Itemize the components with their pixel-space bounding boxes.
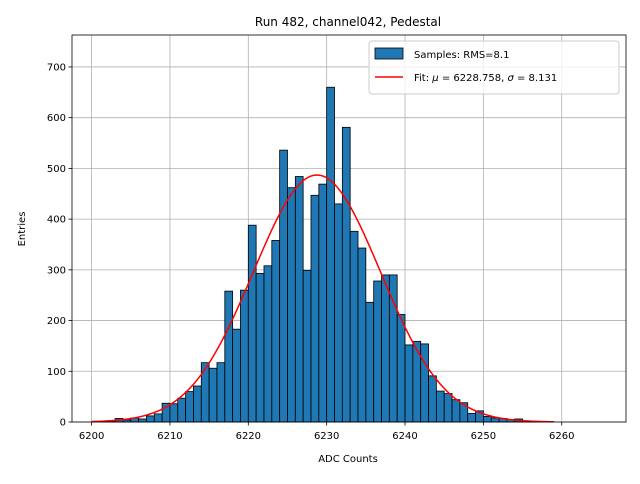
histogram-bar [310,194,320,423]
histogram-bar [287,187,296,423]
x-axis-label: ADC Counts [318,454,378,465]
histogram-bar [138,418,147,423]
histogram-bar [146,415,155,423]
histogram-bar [232,328,241,423]
histogram-bar [302,269,312,423]
x-tick-label: 6210 [157,431,182,442]
histogram-bar [263,265,273,423]
x-tick-label: 6230 [314,431,339,442]
histogram-bar [177,397,187,423]
histogram-bar [365,301,375,423]
histogram-bar [404,344,414,423]
histogram-bar [279,149,288,423]
histogram-bar [185,391,194,423]
histogram-bar [294,176,304,423]
y-tick-label: 200 [47,316,66,327]
histogram-bar [208,367,218,423]
legend-box [368,40,620,95]
x-tick-label: 6200 [79,431,104,442]
histogram-bar [224,290,234,423]
x-axis-ticks: 6200 6210 6220 6230 6240 6250 6260 [79,422,574,442]
x-tick-label: 6220 [236,431,261,442]
histogram-bar [326,86,335,423]
histogram-bar [428,375,437,423]
legend-label-samples: Samples: RMS=8.1 [414,50,509,61]
y-tick-label: 400 [47,215,66,226]
histogram-bar [318,183,328,423]
y-axis-ticks: 0 100 200 300 400 500 600 700 [47,62,72,429]
histogram-bar [490,417,500,423]
histogram-bar [349,230,359,423]
x-tick-label: 6260 [549,431,574,442]
histogram-bar [216,362,226,423]
histogram-bar [341,126,351,423]
y-tick-label: 700 [47,62,66,73]
histogram-bar [435,390,445,423]
histogram-bar [381,274,390,423]
y-tick-label: 500 [47,164,66,175]
histogram-bar [443,393,453,423]
y-tick-label: 100 [47,367,66,378]
legend-swatch-samples [374,47,404,60]
histogram-bar [357,247,367,423]
histogram-bar [396,314,406,423]
chart-title: Run 482, channel042, Pedestal [255,15,441,29]
legend[interactable]: Samples: RMS=8.1 Fit: μ = 6228.758, σ = … [368,40,620,95]
histogram-bar [420,343,429,423]
y-tick-label: 0 [60,418,66,429]
histogram-bar [482,416,492,423]
histogram-bar [169,403,179,423]
histogram-bar [247,224,257,423]
histogram-bar [255,272,265,423]
histogram-bar [271,240,281,423]
y-tick-label: 300 [47,265,66,276]
histogram-bar [373,280,382,423]
histogram-bar [153,413,163,423]
histogram-bar [240,289,249,423]
plot-frame [71,34,627,423]
histogram-bar [334,203,343,423]
fit-curve [91,174,554,423]
y-axis-label: Entries [17,212,28,247]
histogram-bar [193,385,202,423]
legend-label-fit: Fit: μ = 6228.758, σ = 8.131 [414,73,557,84]
x-tick-label: 6240 [392,431,417,442]
y-tick-label: 600 [47,113,66,124]
histogram-bar [451,399,461,423]
x-tick-label: 6250 [471,431,496,442]
histogram-bar [467,412,476,423]
